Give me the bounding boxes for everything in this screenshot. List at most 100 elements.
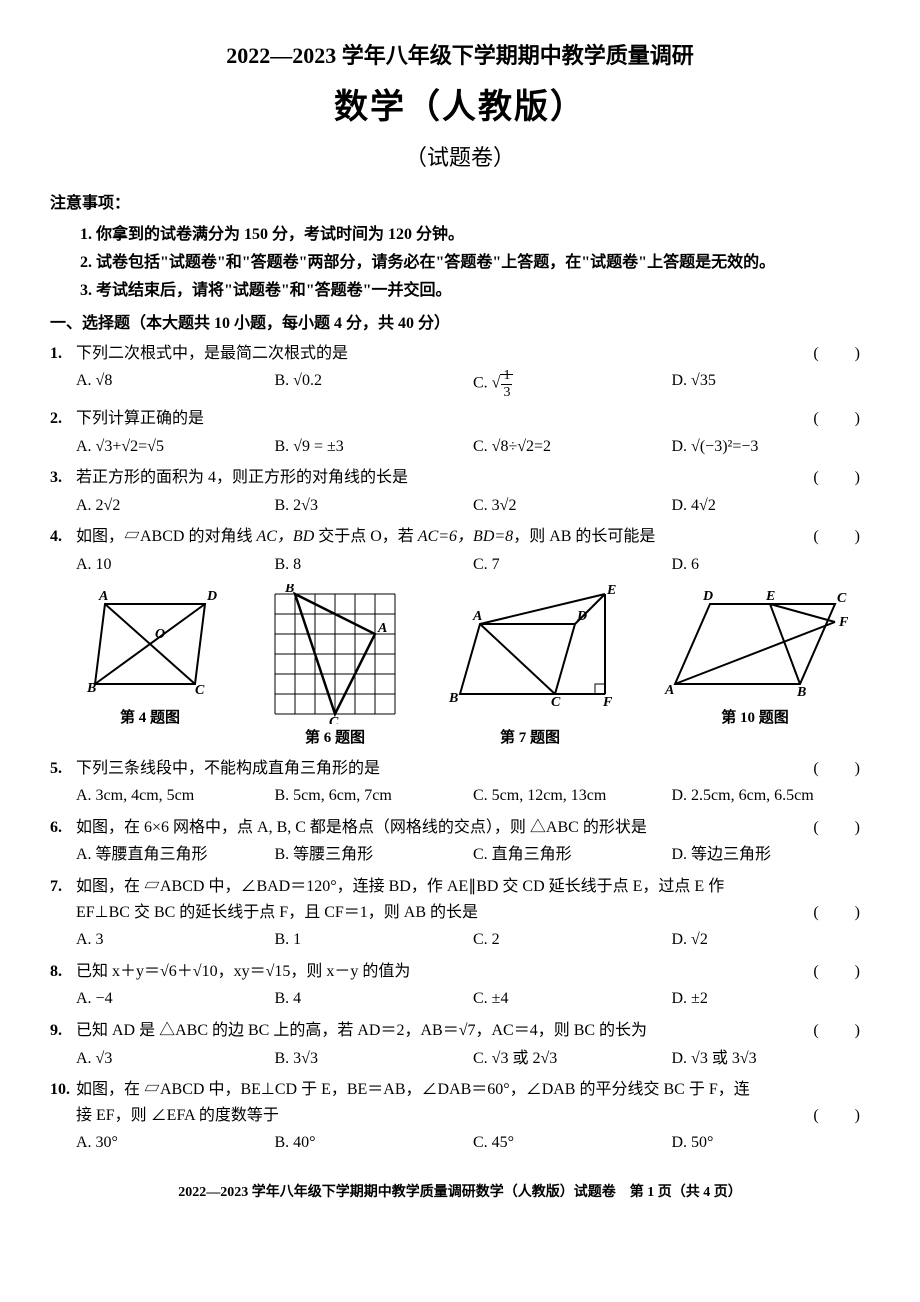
- figure-q6-label: 第 6 题图: [305, 730, 365, 746]
- figure-q4: A D B C O 第 4 题图: [65, 584, 235, 750]
- answer-blank: ( ): [813, 524, 870, 550]
- q10-num: 10.: [50, 1077, 76, 1103]
- svg-text:B: B: [86, 681, 96, 696]
- header-line3: （试题卷）: [50, 140, 870, 175]
- figure-q6: B A C 第 6 题图: [265, 584, 405, 750]
- q10-opt-b: B. 40°: [275, 1130, 474, 1156]
- svg-text:C: C: [329, 715, 339, 724]
- header-line2: 数学（人教版）: [50, 81, 870, 135]
- q1-opt-d: D. √35: [672, 368, 871, 400]
- svg-text:A: A: [472, 609, 482, 624]
- q9-num: 9.: [50, 1018, 76, 1044]
- section1-header: 一、选择题（本大题共 10 小题，每小题 4 分，共 40 分）: [50, 311, 870, 337]
- svg-text:E: E: [765, 589, 775, 604]
- svg-text:C: C: [837, 591, 847, 606]
- answer-blank: ( ): [813, 959, 870, 985]
- question-5: 5. 下列三条线段中，不能构成直角三角形的是 ( ) A. 3cm, 4cm, …: [50, 756, 870, 809]
- svg-text:A: A: [664, 683, 674, 698]
- header-line1: 2022—2023 学年八年级下学期期中教学质量调研: [50, 38, 870, 73]
- q5-opt-c: C. 5cm, 12cm, 13cm: [473, 783, 672, 809]
- question-7: 7. 如图，在 ▱ABCD 中，∠BAD＝120°，连接 BD，作 AE∥BD …: [50, 874, 870, 953]
- answer-blank: ( ): [813, 406, 870, 432]
- question-9: 9. 已知 AD 是 △ABC 的边 BC 上的高，若 AD＝2，AB＝√7，A…: [50, 1018, 870, 1071]
- figures-row: A D B C O 第 4 题图 B A C 第 6 题图: [50, 584, 870, 750]
- q9-opt-b: B. 3√3: [275, 1046, 474, 1072]
- q8-opt-b: B. 4: [275, 986, 474, 1012]
- question-4: 4. 如图，▱ABCD 的对角线 AC，BD 交于点 O，若 AC=6，BD=8…: [50, 524, 870, 577]
- svg-text:A: A: [377, 621, 387, 636]
- figure-q7-svg: A D E B C F: [435, 584, 625, 724]
- q5-num: 5.: [50, 756, 76, 782]
- q8-num: 8.: [50, 959, 76, 985]
- q10-opt-c: C. 45°: [473, 1130, 672, 1156]
- answer-blank: ( ): [813, 900, 870, 926]
- q1-opt-b: B. √0.2: [275, 368, 474, 400]
- q4-text: 如图，▱ABCD 的对角线 AC，BD 交于点 O，若 AC=6，BD=8，则 …: [76, 524, 813, 550]
- q5-opt-d: D. 2.5cm, 6cm, 6.5cm: [672, 783, 871, 809]
- question-2: 2. 下列计算正确的是 ( ) A. √3+√2=√5 B. √9 = ±3 C…: [50, 406, 870, 459]
- figure-q7: A D E B C F 第 7 题图: [435, 584, 625, 750]
- svg-text:E: E: [606, 584, 616, 598]
- question-10: 10. 如图，在 ▱ABCD 中，BE⊥CD 于 E，BE＝AB，∠DAB＝60…: [50, 1077, 870, 1156]
- svg-text:B: B: [448, 691, 458, 706]
- figure-q4-label: 第 4 题图: [120, 710, 180, 726]
- figure-q4-svg: A D B C O: [65, 584, 235, 704]
- q5-text: 下列三条线段中，不能构成直角三角形的是: [76, 756, 813, 782]
- q1-opt-a: A. √8: [76, 368, 275, 400]
- svg-text:D: D: [206, 589, 217, 604]
- answer-blank: ( ): [813, 756, 870, 782]
- svg-text:B: B: [796, 685, 806, 700]
- q7-opt-c: C. 2: [473, 927, 672, 953]
- q7-opt-b: B. 1: [275, 927, 474, 953]
- figure-q7-label: 第 7 题图: [500, 730, 560, 746]
- q3-num: 3.: [50, 465, 76, 491]
- q8-text: 已知 x＋y＝√6＋√10，xy＝√15，则 x－y 的值为: [76, 959, 813, 985]
- q8-opt-d: D. ±2: [672, 986, 871, 1012]
- q1-text: 下列二次根式中，是最简二次根式的是: [76, 341, 813, 367]
- notice-item: 1. 你拿到的试卷满分为 150 分，考试时间为 120 分钟。: [80, 222, 870, 248]
- q7-opt-a: A. 3: [76, 927, 275, 953]
- q9-opt-a: A. √3: [76, 1046, 275, 1072]
- svg-text:F: F: [838, 615, 849, 630]
- answer-blank: ( ): [813, 815, 870, 841]
- q3-opt-d: D. 4√2: [672, 493, 871, 519]
- q7-opt-d: D. √2: [672, 927, 871, 953]
- svg-text:B: B: [284, 584, 294, 596]
- q9-opt-c: C. √3 或 2√3: [473, 1046, 672, 1072]
- q3-text: 若正方形的面积为 4，则正方形的对角线的长是: [76, 465, 813, 491]
- q2-num: 2.: [50, 406, 76, 432]
- q6-num: 6.: [50, 815, 76, 841]
- q1-num: 1.: [50, 341, 76, 367]
- svg-text:D: D: [702, 589, 713, 604]
- q7-num: 7.: [50, 874, 76, 900]
- q4-opt-c: C. 7: [473, 552, 672, 578]
- q1-opt-c: C. √13: [473, 368, 672, 400]
- q5-opt-b: B. 5cm, 6cm, 7cm: [275, 783, 474, 809]
- q6-opt-a: A. 等腰直角三角形: [76, 842, 275, 868]
- q4-opt-a: A. 10: [76, 552, 275, 578]
- notice-item: 3. 考试结束后，请将"试题卷"和"答题卷"一并交回。: [80, 278, 870, 304]
- q10-text2: 接 EF，则 ∠EFA 的度数等于: [76, 1103, 813, 1129]
- svg-text:F: F: [602, 695, 613, 710]
- answer-blank: ( ): [813, 1103, 870, 1129]
- svg-text:C: C: [551, 695, 561, 710]
- q5-opt-a: A. 3cm, 4cm, 5cm: [76, 783, 275, 809]
- q9-text: 已知 AD 是 △ABC 的边 BC 上的高，若 AD＝2，AB＝√7，AC＝4…: [76, 1018, 813, 1044]
- svg-text:A: A: [98, 589, 108, 604]
- q6-opt-b: B. 等腰三角形: [275, 842, 474, 868]
- svg-text:O: O: [155, 627, 165, 642]
- q8-opt-a: A. −4: [76, 986, 275, 1012]
- q3-opt-c: C. 3√2: [473, 493, 672, 519]
- figure-q10: D E C F A B 第 10 题图: [655, 584, 855, 750]
- q2-opt-a: A. √3+√2=√5: [76, 434, 275, 460]
- q4-opt-d: D. 6: [672, 552, 871, 578]
- q3-opt-a: A. 2√2: [76, 493, 275, 519]
- q10-opt-d: D. 50°: [672, 1130, 871, 1156]
- q2-text: 下列计算正确的是: [76, 406, 813, 432]
- q10-opt-a: A. 30°: [76, 1130, 275, 1156]
- question-6: 6. 如图，在 6×6 网格中，点 A, B, C 都是格点（网格线的交点），则…: [50, 815, 870, 868]
- q2-opt-c: C. √8÷√2=2: [473, 434, 672, 460]
- q7-text2: EF⊥BC 交 BC 的延长线于点 F，且 CF＝1，则 AB 的长是: [76, 900, 813, 926]
- question-3: 3. 若正方形的面积为 4，则正方形的对角线的长是 ( ) A. 2√2 B. …: [50, 465, 870, 518]
- figure-q10-label: 第 10 题图: [721, 710, 789, 726]
